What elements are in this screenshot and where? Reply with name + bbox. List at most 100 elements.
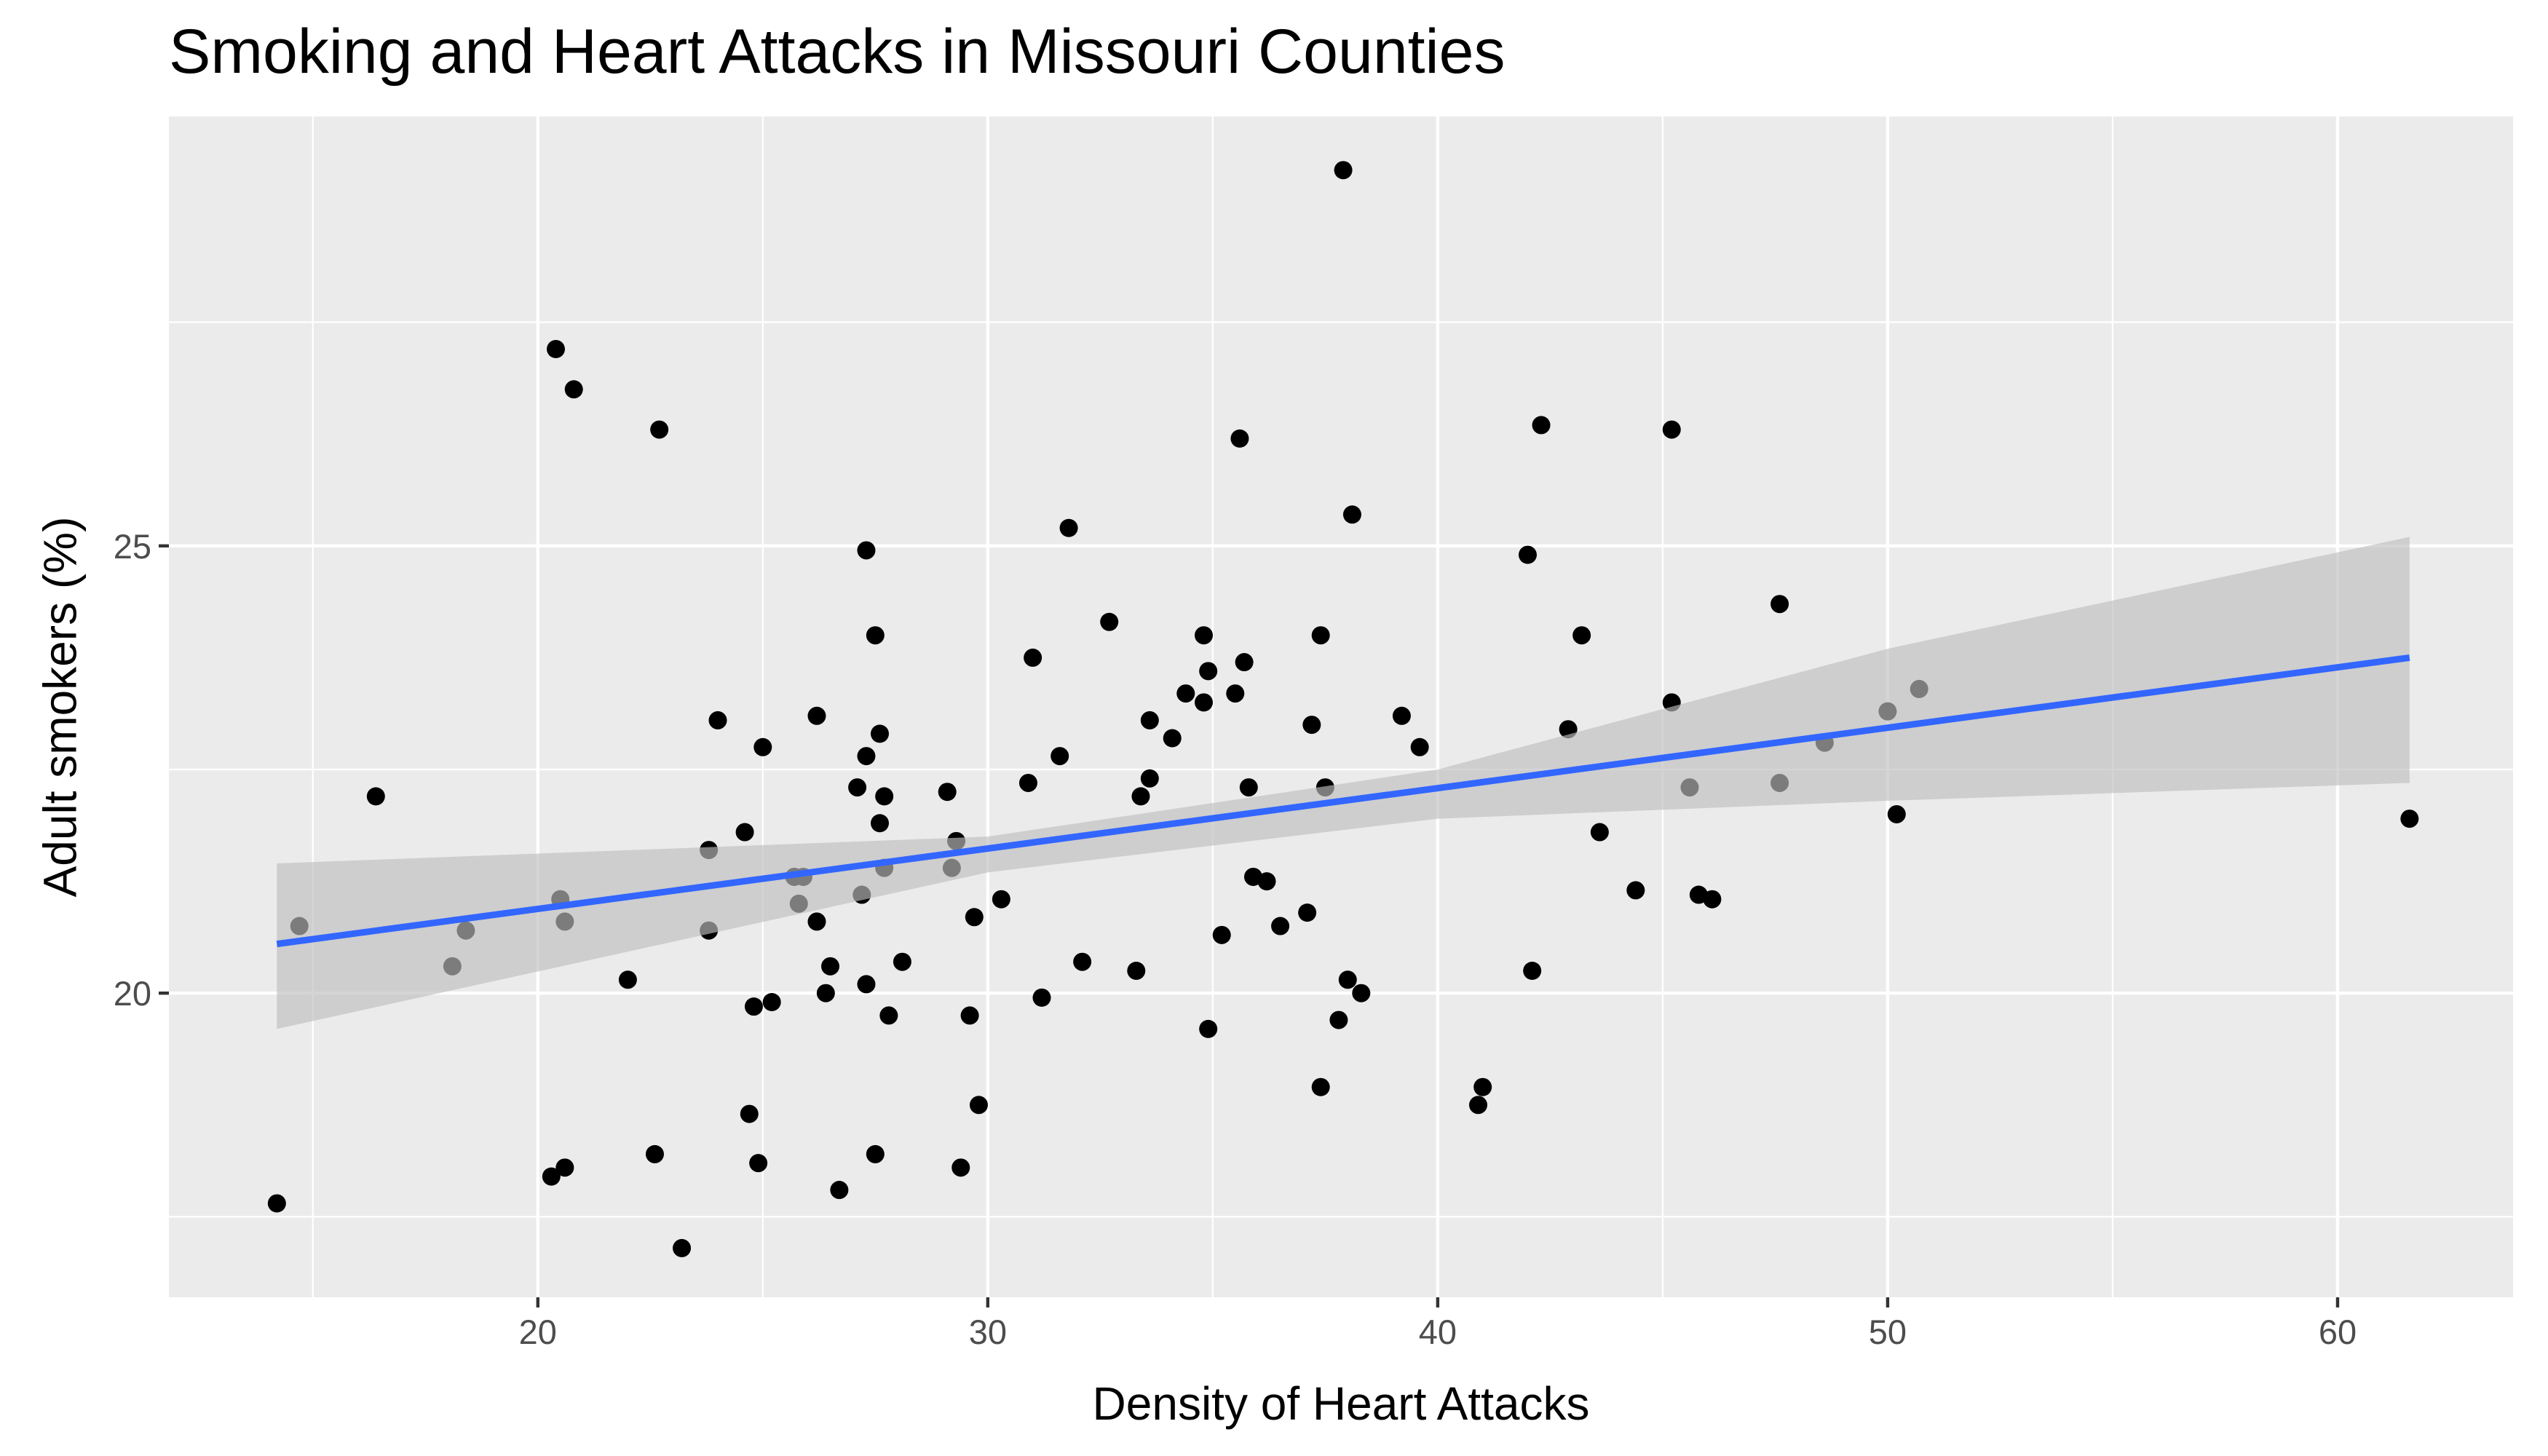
data-point (807, 912, 826, 931)
data-point (816, 984, 835, 1002)
data-point (1770, 595, 1789, 614)
data-point (1140, 769, 1159, 788)
data-point (866, 626, 885, 645)
y-tick-label: 20 (114, 974, 151, 1013)
data-point (857, 975, 876, 994)
axes: 20 30 40 50 60 20 25 (114, 527, 2357, 1351)
data-point (673, 1238, 692, 1257)
data-point (969, 1096, 988, 1115)
data-point (555, 1158, 574, 1177)
data-point (542, 1167, 561, 1186)
data-point (1239, 778, 1258, 797)
data-point (564, 380, 583, 399)
data-point (618, 970, 637, 989)
data-point (871, 724, 890, 743)
data-point (762, 993, 781, 1011)
data-point (1329, 1010, 1348, 1029)
data-point (965, 908, 984, 927)
data-point (938, 783, 957, 802)
data-point (645, 1144, 664, 1163)
x-tick-label: 40 (1419, 1313, 1457, 1351)
data-point (1590, 823, 1609, 842)
data-point (1311, 626, 1330, 645)
data-point (1518, 545, 1537, 564)
data-point (1235, 653, 1254, 672)
data-point (1352, 984, 1371, 1002)
data-point (893, 952, 911, 971)
data-point (1473, 1077, 1492, 1096)
data-point (875, 787, 894, 806)
x-tick-label: 60 (2319, 1313, 2357, 1351)
data-point (1059, 518, 1078, 537)
data-point (1051, 747, 1069, 766)
data-point (1626, 881, 1645, 900)
data-point (992, 890, 1010, 909)
data-point (2400, 810, 2419, 828)
chart-title: Smoking and Heart Attacks in Missouri Co… (169, 17, 1506, 87)
data-point (951, 1158, 970, 1177)
data-point (1338, 970, 1357, 989)
data-point (744, 997, 763, 1016)
data-point (807, 706, 826, 725)
data-point (1194, 626, 1213, 645)
data-point (1212, 925, 1231, 944)
data-point (866, 1144, 885, 1163)
data-point (871, 814, 890, 833)
data-point (1662, 420, 1681, 439)
data-point (1410, 737, 1429, 756)
data-point (879, 1006, 898, 1025)
data-point (1176, 684, 1195, 703)
data-point (749, 1154, 768, 1173)
data-point (753, 737, 772, 756)
data-point (1887, 804, 1906, 823)
data-point (267, 1194, 286, 1213)
data-point (1572, 626, 1591, 645)
data-point (1298, 903, 1317, 922)
data-point (1018, 773, 1037, 792)
data-point (1392, 706, 1411, 725)
data-point (1199, 1019, 1218, 1038)
data-point (1271, 917, 1290, 935)
data-point (1257, 872, 1276, 891)
x-tick-label: 20 (519, 1313, 557, 1351)
x-tick-label: 50 (1869, 1313, 1907, 1351)
data-point (1194, 693, 1213, 712)
data-point (1032, 988, 1051, 1007)
data-point (1523, 961, 1542, 980)
data-point (1334, 161, 1353, 180)
data-point (1127, 961, 1146, 980)
data-point (1131, 787, 1150, 806)
data-point (1532, 416, 1551, 435)
data-point (740, 1104, 759, 1123)
data-point (735, 823, 754, 842)
data-point (857, 747, 876, 766)
data-point (1100, 612, 1119, 631)
data-point (830, 1181, 849, 1200)
regression-line (276, 654, 2410, 948)
data-point (1302, 716, 1321, 735)
data-point (960, 1006, 979, 1025)
data-point (1342, 505, 1361, 524)
data-point (1469, 1096, 1488, 1115)
data-point (1311, 1077, 1330, 1096)
y-tick-label: 25 (114, 527, 151, 566)
y-axis-title: Adult smokers (%) (33, 517, 86, 898)
data-point (1024, 648, 1042, 667)
data-point (1703, 890, 1722, 909)
data-point (848, 778, 867, 797)
data-point (857, 541, 876, 560)
data-point (366, 787, 385, 806)
data-point (821, 957, 840, 976)
data-point (547, 339, 566, 358)
data-point (650, 420, 669, 439)
data-point (1230, 429, 1249, 448)
confidence-ribbon (277, 537, 2410, 1029)
data-point (1140, 711, 1159, 729)
data-point (1199, 662, 1218, 681)
data-point (708, 711, 727, 729)
x-axis-title: Density of Heart Attacks (1093, 1377, 1590, 1430)
data-point (1226, 684, 1245, 703)
data-point (1073, 952, 1092, 971)
data-point (1163, 729, 1182, 748)
